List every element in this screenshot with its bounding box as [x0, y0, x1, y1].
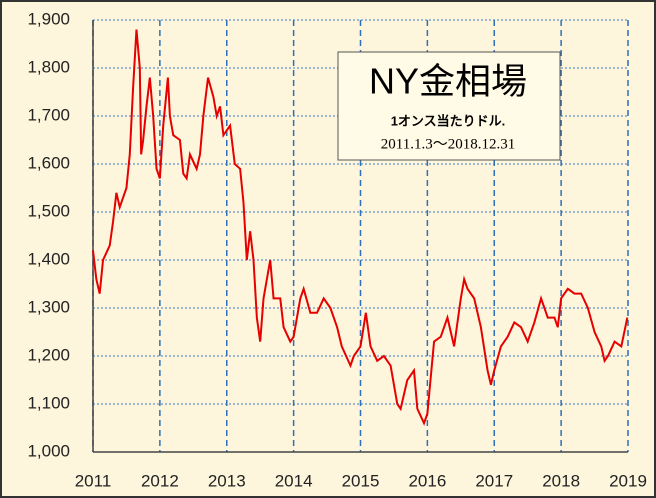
y-tick-label: 1,100: [27, 393, 70, 412]
x-tick-label: 2019: [609, 471, 647, 490]
y-tick-label: 1,700: [27, 105, 70, 124]
annotation: 2011.1.3～2018.12.31: [381, 136, 515, 152]
x-tick-label: 2018: [542, 471, 580, 490]
x-tick-label: 2011: [75, 471, 112, 490]
y-tick-label: 1,500: [27, 201, 70, 220]
x-tick-label: 2016: [408, 471, 446, 490]
x-tick-label: 2013: [208, 471, 246, 490]
y-tick-label: 1,600: [27, 153, 70, 172]
title-box: [337, 51, 561, 161]
line-series: [92, 29, 629, 426]
y-tick-label: 1,300: [27, 297, 70, 316]
y-tick-label: 1,200: [27, 345, 70, 364]
y-tick-label: 1,900: [27, 9, 70, 28]
x-tick-label: 2015: [342, 471, 380, 490]
y-tick-label: 1,400: [27, 249, 70, 268]
y-tick-label: 1,800: [27, 57, 70, 76]
x-tick-label: 2017: [475, 471, 513, 490]
x-tick-label: 2014: [275, 471, 313, 490]
x-tick-label: 2012: [141, 471, 179, 490]
subtitle: 1オンス当たりドル.: [391, 113, 506, 128]
y-tick-label: 1,000: [27, 441, 70, 460]
chart-title: NY金相場: [369, 61, 527, 102]
